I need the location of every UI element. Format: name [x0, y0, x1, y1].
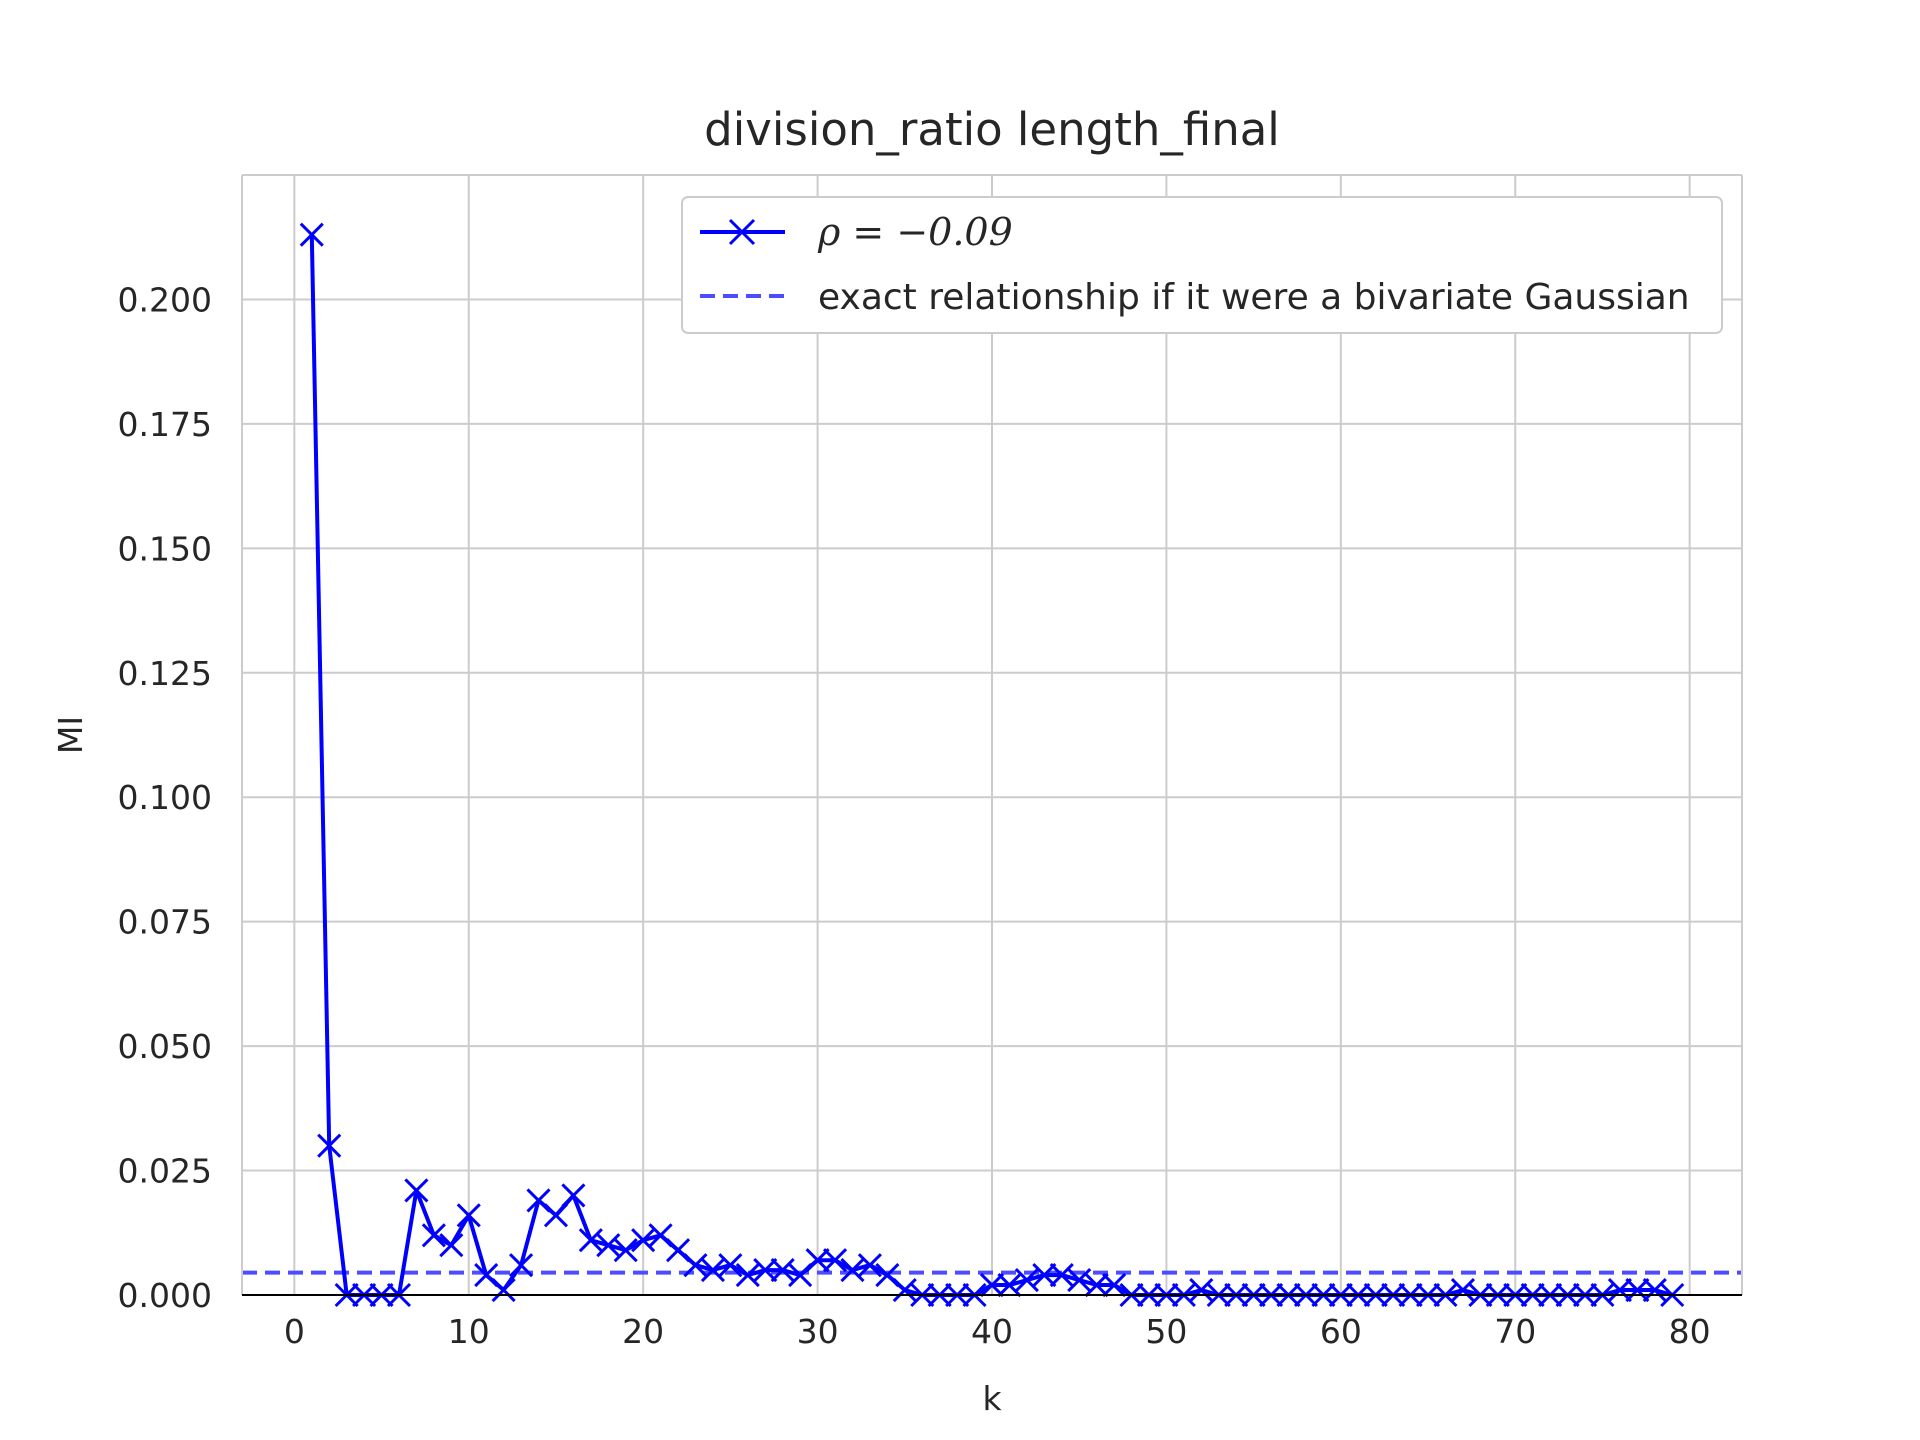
legend-frame [681, 196, 1723, 334]
data-point [421, 1223, 446, 1248]
data-point [299, 222, 324, 247]
data-point [474, 1263, 499, 1288]
x-tick-label: 70 [1494, 1312, 1536, 1351]
data-point [543, 1203, 569, 1228]
data-point [596, 1233, 621, 1258]
legend-marker-series-x [728, 218, 756, 246]
data-point [770, 1258, 795, 1283]
data-point [648, 1223, 673, 1248]
data-point [491, 1277, 516, 1303]
data-point [1032, 1263, 1057, 1288]
data-point [456, 1203, 481, 1228]
data-point [875, 1263, 900, 1288]
x-tick-label: 80 [1669, 1312, 1711, 1351]
data-point [665, 1238, 691, 1263]
data-point [526, 1188, 551, 1213]
data-point [1067, 1268, 1092, 1293]
data-point [317, 1133, 342, 1158]
data-point [1450, 1277, 1475, 1303]
data-point [509, 1253, 534, 1278]
legend-label-series: ρ = −0.09 [817, 210, 1013, 254]
y-tick-label: 0.050 [118, 1027, 212, 1066]
data-point [840, 1258, 865, 1283]
x-tick-label: 40 [971, 1312, 1013, 1351]
plot-frame [241, 174, 1743, 1296]
data-point [613, 1238, 638, 1263]
x-tick-label: 0 [284, 1312, 305, 1351]
x-tick-label: 20 [622, 1312, 664, 1351]
y-tick-label: 0.200 [118, 280, 212, 319]
legend: ρ = −0.09 exact relationship if it were … [681, 196, 1723, 334]
data-point [892, 1277, 917, 1303]
data-point [805, 1248, 830, 1273]
data-point [735, 1263, 760, 1288]
y-axis-label: MI [51, 716, 90, 754]
chart-title: division_ratio length_final [704, 103, 1280, 156]
data-point [1102, 1272, 1127, 1298]
data-point [857, 1253, 882, 1278]
x-tick-label: 10 [448, 1312, 490, 1351]
data-point [1189, 1277, 1214, 1303]
y-tick-label: 0.100 [118, 778, 212, 817]
y-tick-label: 0.025 [118, 1152, 212, 1191]
data-point [997, 1272, 1022, 1298]
data-point [718, 1253, 743, 1278]
data-point [683, 1253, 708, 1278]
data-point [753, 1258, 778, 1283]
data-point [439, 1233, 464, 1258]
data-point [700, 1258, 725, 1283]
data-point [788, 1263, 813, 1288]
data-point [1625, 1277, 1650, 1303]
data-point [404, 1178, 429, 1203]
data-point [1642, 1277, 1667, 1303]
data-point [1084, 1272, 1109, 1298]
data-point [822, 1248, 848, 1273]
y-tick-label: 0.175 [118, 405, 212, 444]
data-point [1049, 1263, 1074, 1288]
x-tick-label: 50 [1145, 1312, 1187, 1351]
x-axis-label: k [982, 1379, 1002, 1418]
legend-label-reference: exact relationship if it were a bivariat… [818, 277, 1690, 318]
x-tick-label: 60 [1320, 1312, 1362, 1351]
data-point [979, 1272, 1005, 1298]
y-tick-label: 0.000 [118, 1276, 212, 1315]
y-tick-label: 0.075 [118, 903, 212, 942]
data-point [1014, 1268, 1039, 1293]
data-point [561, 1183, 586, 1208]
y-tick-label: 0.125 [118, 654, 212, 693]
data-point [578, 1228, 603, 1253]
data-point [1607, 1277, 1632, 1303]
tick-labels: 0 10 20 30 40 50 60 70 80 0.000 0.025 0.050 0.075 0.1… [118, 280, 1711, 1351]
y-tick-label: 0.150 [118, 529, 212, 568]
x-tick-label: 30 [797, 1312, 839, 1351]
data-point [631, 1228, 656, 1253]
